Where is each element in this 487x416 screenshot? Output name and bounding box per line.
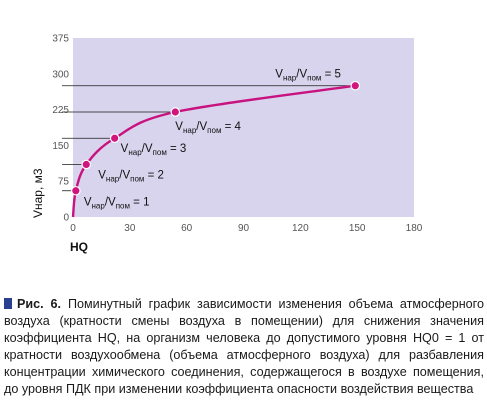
- data-point: [81, 159, 92, 170]
- y-axis-label: Vнар, м3: [31, 168, 45, 218]
- x-tick-label: 90: [238, 223, 250, 234]
- point-annotation: Vнар/Vпом = 1: [84, 197, 150, 211]
- data-point: [71, 185, 81, 196]
- y-tick-label: 300: [52, 69, 69, 80]
- data-point: [350, 80, 361, 91]
- y-tick-labels: 0 75 150 225 300 375: [52, 34, 69, 224]
- x-tick-label: 120: [292, 223, 309, 234]
- x-tick-label: 0: [70, 223, 76, 234]
- point-annotation: Vнар/Vпом = 5: [275, 69, 341, 83]
- x-tick-label: 30: [124, 223, 136, 234]
- y-tick-label: 150: [52, 141, 69, 152]
- guide-lines: [62, 85, 356, 192]
- data-points: [71, 80, 361, 196]
- x-axis-label: HQ: [70, 240, 88, 254]
- y-tick-label: 0: [63, 213, 69, 224]
- x-tick-label: 60: [181, 223, 193, 234]
- y-tick-label: 225: [52, 105, 69, 116]
- x-tick-label: 150: [349, 223, 366, 234]
- y-tick-label: 75: [58, 177, 70, 188]
- y-tick-label: 375: [52, 34, 69, 45]
- caption-label: Рис. 6.: [17, 297, 62, 311]
- figure-caption: Рис. 6. Поминутный график зависимости из…: [4, 296, 484, 398]
- point-annotation: Vнар/Vпом = 2: [98, 169, 164, 183]
- caption-marker: [4, 298, 12, 309]
- x-tick-label: 180: [406, 223, 423, 234]
- point-annotations: Vнар/Vпом = 1 Vнар/Vпом = 2 Vнар/Vпом = 3 V…: [84, 69, 341, 211]
- data-point: [109, 133, 120, 144]
- caption-text: Поминутный график зависимости изменения …: [4, 297, 485, 396]
- chart: 0 30 60 90 120 150 180 0 75 150 225 300 375 Vнар/Vп…: [31, 34, 423, 255]
- point-annotation: Vнар/Vпом = 3: [121, 143, 187, 157]
- x-tick-labels: 0 30 60 90 120 150 180: [70, 223, 423, 234]
- plot-area: [73, 38, 414, 217]
- point-annotation: Vнар/Vпом = 4: [175, 121, 241, 135]
- data-point: [170, 107, 181, 117]
